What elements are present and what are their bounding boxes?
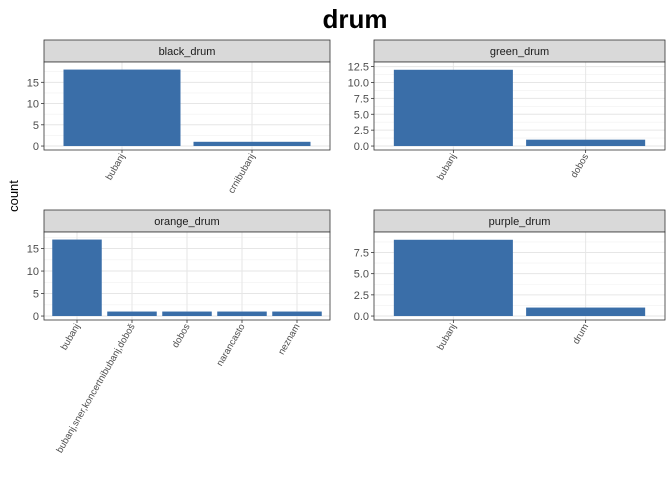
facet-strip-label: black_drum — [159, 46, 216, 58]
bar-dobos — [526, 139, 646, 147]
y-tick-label: 5.0 — [354, 109, 369, 121]
x-tick-label: dobos — [569, 152, 592, 180]
panel-border — [373, 61, 666, 151]
bar-neznam — [272, 311, 322, 317]
x-tick-label: bubanj — [59, 322, 83, 352]
y-tick-label: 7.5 — [354, 93, 369, 105]
facet-strip-label: green_drum — [490, 46, 549, 58]
x-tick-label: neznam — [276, 322, 302, 357]
y-tick-label: 10.0 — [348, 77, 369, 89]
x-tick-label: narancasto — [215, 322, 248, 368]
y-tick-label: 2.5 — [354, 125, 369, 137]
y-tick-label: 10 — [27, 99, 39, 111]
y-tick-label: 7.5 — [354, 247, 369, 259]
bar-bubanj — [393, 239, 513, 317]
facet-green_drum: green_drum 0.0 2.5 5.0 7.5 10.0 12.5 bubanj dobo… — [348, 39, 666, 182]
facet-strip-label: orange_drum — [154, 216, 219, 228]
bar-bubanj — [393, 69, 513, 147]
facet-black_drum: black_drum 0 5 10 15 bubanj crnibubanj — [27, 39, 331, 195]
y-tick-label: 10 — [27, 266, 39, 278]
bar-bubanj,sner,koncertnibubanj,doboš — [107, 311, 157, 317]
y-tick-label: 0 — [33, 311, 39, 323]
facet-orange_drum: orange_drum051015bubanjbubanj,sner,konce… — [27, 209, 331, 455]
y-tick-label: 5 — [33, 289, 39, 301]
y-tick-label: 15 — [27, 77, 39, 89]
facet-panels: black_drum 0 5 10 15 bubanj crnibubanj green_dr… — [27, 39, 666, 455]
y-tick-label: 0.0 — [354, 311, 369, 323]
x-tick-label: crnibubanj — [226, 152, 257, 195]
y-axis-label: count — [6, 180, 21, 212]
y-tick-label: 2.5 — [354, 290, 369, 302]
y-tick-label: 15 — [27, 244, 39, 256]
bar-bubanj — [63, 69, 181, 147]
x-tick-label: drum — [571, 322, 591, 346]
chart-title: drum — [323, 4, 388, 34]
bar-drum — [526, 307, 646, 317]
y-tick-label: 12.5 — [348, 62, 369, 74]
bar-narancasto — [217, 311, 267, 317]
x-tick-label: bubanj — [435, 152, 459, 182]
facet-strip-label: purple_drum — [489, 216, 551, 228]
panel-border — [43, 231, 331, 321]
y-tick-label: 5.0 — [354, 269, 369, 281]
bar-bubanj — [52, 239, 102, 317]
y-tick-label: 0.0 — [354, 141, 369, 153]
panel-border — [373, 231, 666, 321]
x-tick-label: bubanj — [435, 322, 459, 352]
y-tick-label: 5 — [33, 120, 39, 132]
panel-border — [43, 61, 331, 151]
bar-dobos — [162, 311, 212, 317]
x-tick-label: bubanj — [104, 152, 128, 182]
facet-purple_drum: purple_drum 0.0 2.5 5.0 7.5 bubanj drum — [354, 209, 666, 352]
bar-crnibubanj — [193, 141, 311, 147]
x-tick-label: dobos — [170, 322, 193, 350]
y-tick-label: 0 — [33, 141, 39, 153]
